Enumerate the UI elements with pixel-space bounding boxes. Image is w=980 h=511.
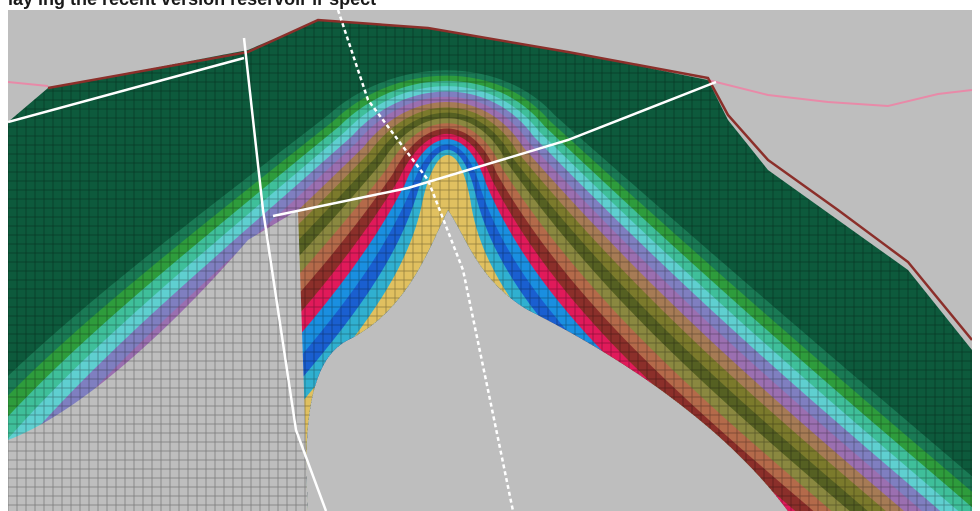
fault-lines [8, 10, 717, 511]
fault-line-4 [336, 10, 515, 511]
figure-caption: lay ing the recent version reservoir ir … [8, 0, 808, 9]
cell-grid-overlay [8, 20, 972, 511]
fault-line-3 [272, 80, 717, 218]
top-horizon-line [47, 18, 972, 341]
topography-line [8, 79, 972, 108]
fault-line-2 [242, 37, 328, 511]
reservoir-cross-section[interactable] [8, 10, 972, 511]
reservoir-model-view[interactable] [8, 10, 972, 511]
fault-line-1 [8, 56, 245, 124]
